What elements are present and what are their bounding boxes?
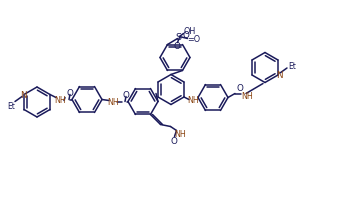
Text: N: N	[20, 91, 26, 100]
Text: OH: OH	[184, 27, 196, 36]
Text: Et: Et	[7, 101, 15, 110]
Text: S: S	[175, 33, 181, 42]
Text: O: O	[173, 42, 180, 51]
Text: NH: NH	[241, 92, 253, 101]
Text: O: O	[182, 31, 189, 40]
Text: O: O	[236, 84, 244, 93]
Text: O: O	[66, 88, 73, 98]
Text: O: O	[122, 90, 130, 100]
Text: =O: =O	[187, 35, 200, 44]
Text: NH: NH	[187, 96, 199, 104]
Text: NH: NH	[54, 96, 66, 104]
Text: O: O	[170, 136, 177, 145]
Text: N: N	[276, 70, 282, 79]
Text: NH: NH	[175, 129, 186, 138]
Text: NH: NH	[107, 98, 119, 106]
Text: Et: Et	[288, 61, 296, 70]
